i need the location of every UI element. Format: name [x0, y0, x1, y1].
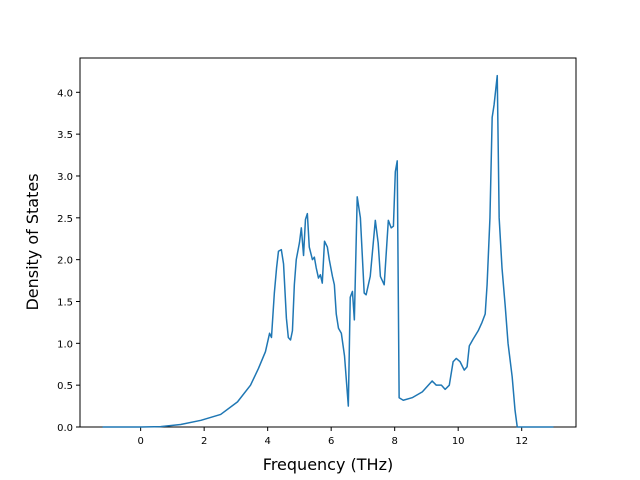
y-tick-label: 3.5: [57, 130, 73, 141]
plot-frame: [79, 57, 577, 428]
y-tick-label: 4.0: [57, 88, 73, 99]
x-tick-label: 4: [264, 436, 270, 447]
y-tick-label: 1.0: [57, 339, 73, 350]
y-axis-label: Density of States: [23, 173, 42, 310]
line: [102, 74, 554, 428]
x-tick-label: 10: [452, 436, 465, 447]
y-tick-label: 0.0: [57, 423, 73, 434]
x-axis-label: Frequency (THz): [263, 455, 393, 474]
x-tick-label: 2: [201, 436, 207, 447]
y-tick-label: 2.0: [57, 256, 73, 267]
y-tick-label: 2.5: [57, 214, 73, 225]
x-tick-label: 6: [328, 436, 334, 447]
x-tick-label: 0: [137, 436, 143, 447]
y-tick-label: 1.5: [57, 297, 73, 308]
x-tick-label: 8: [391, 436, 397, 447]
y-tick-label: 0.5: [57, 381, 73, 392]
y-tick-label: 3.0: [57, 172, 73, 183]
x-tick-label: 12: [515, 436, 528, 447]
